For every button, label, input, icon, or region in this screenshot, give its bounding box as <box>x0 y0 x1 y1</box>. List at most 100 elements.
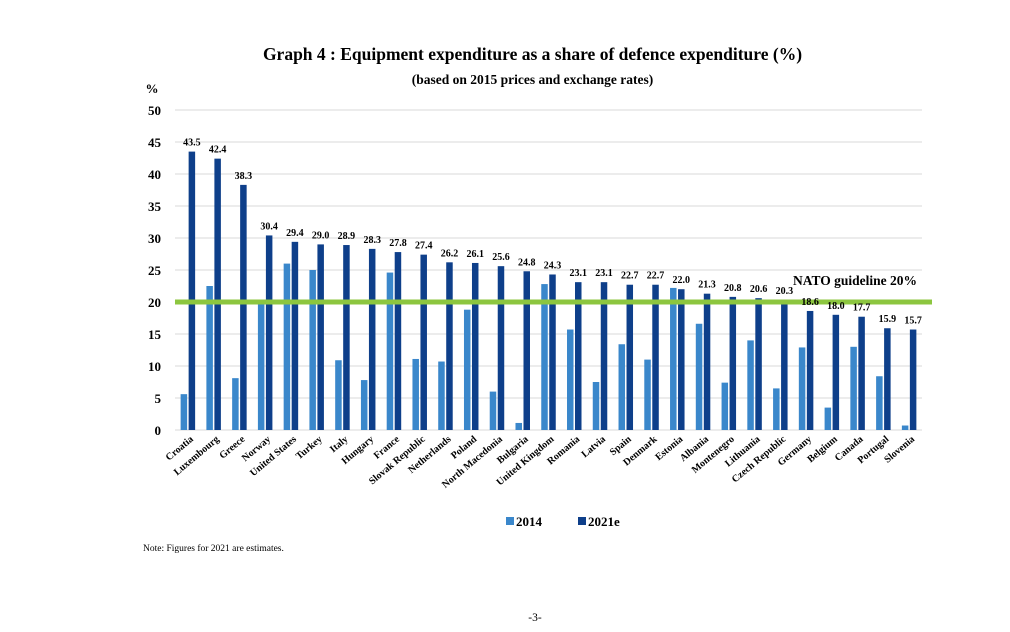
bar-2014 <box>180 394 188 430</box>
legend-swatch-2021e <box>578 517 586 525</box>
bar-2021e <box>446 262 453 430</box>
y-tick-label: 5 <box>155 391 162 406</box>
data-label-2021e: 23.1 <box>595 268 613 279</box>
bar-2014 <box>670 287 677 430</box>
legend-label-2021e: 2021e <box>588 514 620 529</box>
bar-2021e <box>394 252 402 430</box>
x-tick-label: Turkey <box>294 434 325 462</box>
y-axis: 0 5 10 15 20 25 30 35 40 45 50 <box>148 103 162 438</box>
bar-2014 <box>824 407 832 430</box>
bar-2021e <box>652 284 659 430</box>
bar-2021e <box>317 244 324 430</box>
data-label-2021e: 15.9 <box>879 314 897 325</box>
bar-2021e <box>291 241 299 430</box>
bar-2021e <box>575 282 582 430</box>
data-label-2021e: 25.6 <box>492 252 510 263</box>
data-label-2021e: 17.7 <box>853 303 871 314</box>
data-label-2021e: 23.1 <box>570 268 588 279</box>
y-tick-label: 15 <box>148 327 162 342</box>
bar-2014 <box>721 382 729 430</box>
data-label-2021e: 22.7 <box>647 271 665 282</box>
legend: 2014 2021e <box>506 514 620 529</box>
y-tick-label: 10 <box>148 359 161 374</box>
bar-2014 <box>850 346 857 430</box>
bar-2014 <box>386 272 394 430</box>
bar-2014 <box>412 358 419 430</box>
bar-2021e <box>678 289 685 430</box>
bar-2021e <box>549 274 556 430</box>
data-label-2021e: 29.4 <box>286 228 304 239</box>
reference-line-group: NATO guideline 20% <box>175 273 932 305</box>
data-label-2021e: 43.5 <box>183 138 201 149</box>
y-tick-label: 40 <box>148 167 161 182</box>
bar-2021e <box>497 266 505 430</box>
data-label-2021e: 29.0 <box>312 230 330 241</box>
bar-2014 <box>773 388 780 430</box>
bar-2021e <box>806 310 814 430</box>
data-label-2021e: 27.8 <box>389 238 407 249</box>
bar-2014 <box>360 380 368 430</box>
data-label-2021e: 27.4 <box>415 241 433 252</box>
bar-2021e <box>626 284 634 430</box>
x-tick-label: Latvia <box>580 434 608 460</box>
bar-2014 <box>567 329 574 430</box>
data-label-2021e: 26.2 <box>441 248 459 259</box>
bar-2014 <box>876 376 883 430</box>
data-label-2021e: 20.8 <box>724 283 742 294</box>
bar-2014 <box>695 323 703 430</box>
data-label-2021e: 20.6 <box>750 284 768 295</box>
y-tick-label: 20 <box>148 295 161 310</box>
bar-2014 <box>747 340 754 430</box>
data-label-2021e: 30.4 <box>260 221 278 232</box>
bar-2021e <box>884 328 891 430</box>
bar-2014 <box>309 270 316 430</box>
bars <box>180 151 917 430</box>
bar-2021e <box>832 314 840 430</box>
bar-2021e <box>909 329 917 430</box>
data-label-2021e: 18.0 <box>827 301 845 312</box>
data-label-2021e: 15.7 <box>904 316 922 327</box>
data-label-2021e: 42.4 <box>209 145 227 156</box>
legend-label-2014: 2014 <box>516 514 543 529</box>
bar-2021e <box>523 271 530 430</box>
bar-2021e <box>214 158 221 430</box>
gridlines <box>175 109 922 431</box>
bar-2014 <box>335 360 342 430</box>
data-label-2021e: 26.1 <box>466 249 484 260</box>
y-tick-label: 30 <box>148 231 161 246</box>
bar-2021e <box>240 184 247 430</box>
bar-2014 <box>438 361 445 430</box>
data-label-2021e: 22.7 <box>621 271 639 282</box>
bar-2021e <box>600 282 608 430</box>
data-label-2021e: 21.3 <box>698 280 716 291</box>
bar-2021e <box>343 245 350 430</box>
bar-2021e <box>755 298 762 430</box>
bar-2014 <box>541 284 548 430</box>
bar-2014 <box>618 344 626 430</box>
bar-2021e <box>471 262 479 430</box>
bar-2021e <box>729 296 737 430</box>
data-label-2021e: 28.3 <box>363 235 381 246</box>
y-tick-label: 0 <box>155 423 162 438</box>
bar-2014 <box>798 347 806 430</box>
nato-guideline-label: NATO guideline 20% <box>793 273 917 288</box>
bar-2014 <box>592 382 600 430</box>
bar-2021e <box>265 235 273 430</box>
bar-2014 <box>901 425 909 430</box>
bar-2014 <box>232 378 239 430</box>
chart-note: Note: Figures for 2021 are estimates. <box>143 544 284 554</box>
bar-2014 <box>489 391 497 430</box>
bar-2021e <box>703 293 711 430</box>
bar-2014 <box>463 309 471 430</box>
y-axis-label: % <box>146 81 159 96</box>
bar-2014 <box>283 263 291 430</box>
data-label-2021e: 24.8 <box>518 257 536 268</box>
bar-2021e <box>368 248 376 430</box>
data-label-2021e: 20.3 <box>776 286 794 297</box>
chart-subtitle: (based on 2015 prices and exchange rates… <box>411 72 654 87</box>
y-tick-label: 45 <box>148 135 162 150</box>
bar-2014 <box>257 302 265 430</box>
chart-title: Graph 4 : Equipment expenditure as a sha… <box>262 44 803 64</box>
y-tick-label: 35 <box>148 199 162 214</box>
bar-2021e <box>858 316 865 430</box>
